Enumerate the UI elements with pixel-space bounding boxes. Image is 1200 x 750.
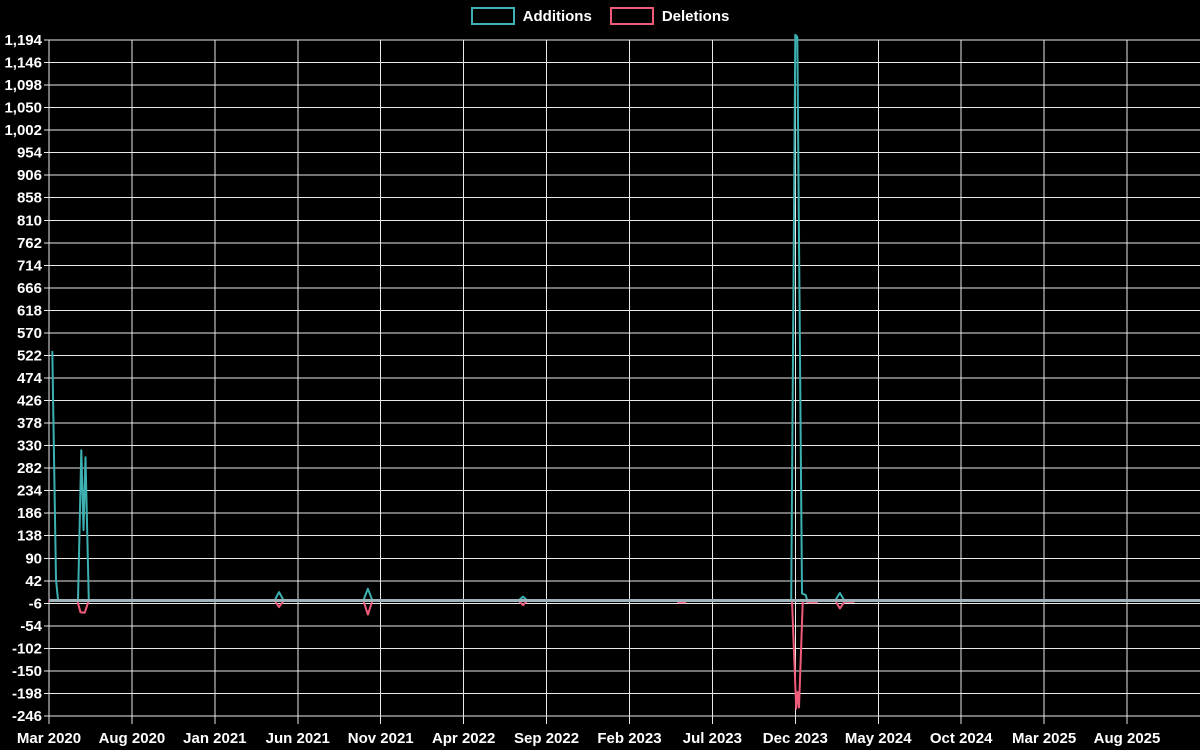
x-tick-label: Jul 2023 [683, 730, 742, 747]
y-tick-label: -198 [12, 685, 42, 702]
legend-label-additions: Additions [522, 7, 592, 25]
y-tick-label: -150 [12, 663, 42, 680]
y-tick-label: 570 [17, 325, 42, 342]
y-tick-label: 906 [17, 167, 42, 184]
y-tick-label: 522 [17, 347, 42, 364]
y-tick-label: 810 [17, 212, 42, 229]
x-tick-label: Feb 2023 [597, 730, 661, 747]
y-tick-label: 666 [17, 280, 42, 297]
y-tick-label: 282 [17, 460, 42, 477]
y-tick-label: 234 [17, 483, 43, 500]
y-tick-label: 1,002 [4, 122, 42, 139]
x-tick-label: Jun 2021 [266, 730, 330, 747]
y-tick-label: 138 [17, 528, 42, 545]
y-tick-label: 186 [17, 505, 42, 522]
x-tick-label: Jan 2021 [183, 730, 246, 747]
y-tick-label: -54 [20, 618, 42, 635]
y-tick-label: 426 [17, 393, 42, 410]
y-tick-label: 90 [25, 550, 42, 567]
x-tick-label: Mar 2020 [17, 730, 81, 747]
deletions-line[interactable] [48, 599, 1200, 710]
y-tick-label: 1,050 [4, 100, 42, 117]
y-tick-label: -246 [12, 708, 42, 725]
y-tick-label: 1,146 [4, 55, 42, 72]
y-tick-label: 858 [17, 190, 42, 207]
legend-item-deletions[interactable]: Deletions [609, 7, 730, 25]
y-tick-label: -6 [29, 595, 42, 612]
x-tick-label: Nov 2021 [348, 730, 414, 747]
x-tick-label: Aug 2020 [99, 730, 166, 747]
additions-line[interactable] [51, 33, 1200, 602]
y-tick-label: -102 [12, 640, 42, 657]
y-tick-label: 1,098 [4, 77, 42, 94]
y-tick-label: 474 [17, 370, 43, 387]
x-tick-label: Aug 2025 [1094, 730, 1161, 747]
y-tick-label: 714 [17, 257, 43, 274]
y-tick-label: 42 [25, 573, 42, 590]
chart-legend: Additions Deletions [0, 7, 1200, 25]
x-tick-label: Mar 2025 [1012, 730, 1076, 747]
y-tick-label: 762 [17, 235, 42, 252]
y-tick-label: 1,194 [4, 32, 42, 49]
legend-item-additions[interactable]: Additions [470, 7, 592, 25]
x-tick-label: Oct 2024 [930, 730, 993, 747]
y-tick-label: 618 [17, 302, 42, 319]
x-tick-label: Sep 2022 [514, 730, 579, 747]
x-tick-label: Dec 2023 [763, 730, 828, 747]
y-tick-label: 378 [17, 415, 42, 432]
x-tick-label: May 2024 [845, 730, 912, 747]
x-tick-label: Apr 2022 [432, 730, 495, 747]
additions-swatch-icon [470, 7, 515, 25]
legend-label-deletions: Deletions [661, 7, 730, 25]
y-tick-label: 330 [17, 438, 42, 455]
deletions-swatch-icon [609, 7, 654, 25]
y-tick-label: 954 [17, 145, 43, 162]
